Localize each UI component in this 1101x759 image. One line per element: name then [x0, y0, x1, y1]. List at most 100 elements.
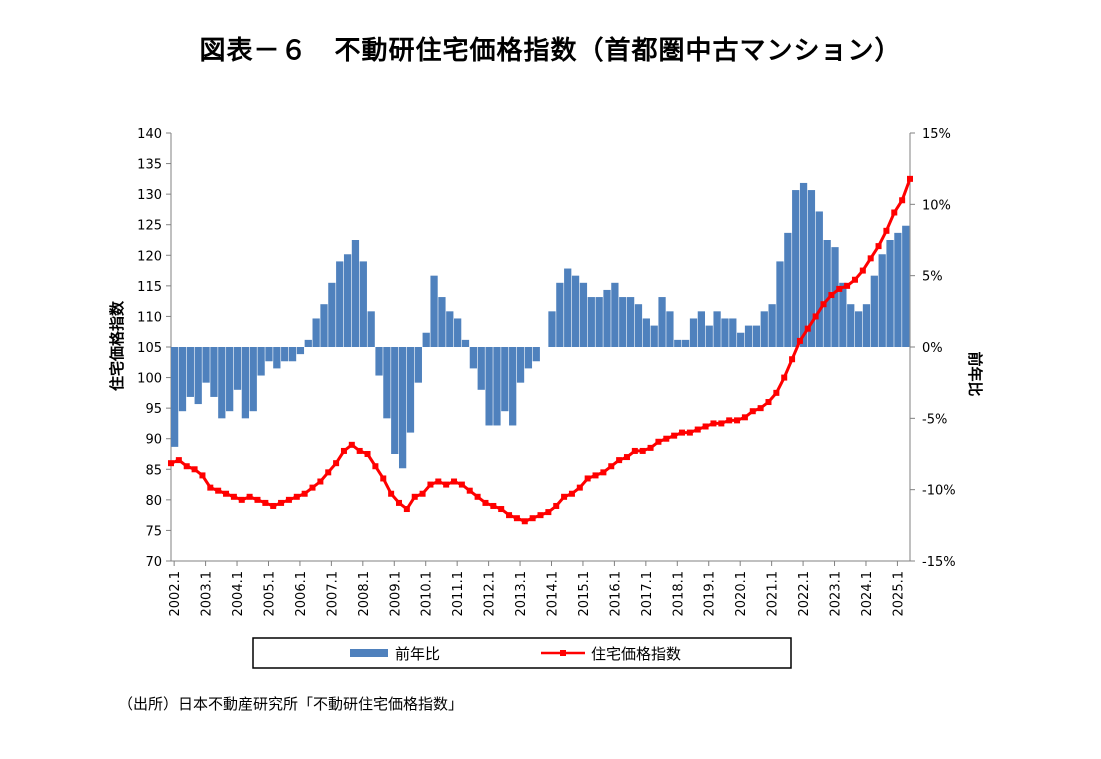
- bar-yoy: [792, 190, 800, 347]
- line-marker: [451, 478, 458, 485]
- bar-yoy: [375, 347, 383, 376]
- line-marker: [395, 499, 402, 506]
- line-marker: [844, 282, 851, 289]
- line-marker: [293, 493, 300, 500]
- legend: 前年比 住宅価格指数: [252, 637, 792, 669]
- bar-yoy: [178, 347, 187, 412]
- bar-yoy: [343, 254, 352, 347]
- line-marker: [553, 502, 560, 509]
- line-marker: [679, 429, 686, 436]
- bar-yoy: [768, 304, 776, 347]
- line-marker: [686, 429, 693, 436]
- line-marker: [207, 484, 214, 491]
- line-marker: [506, 512, 513, 519]
- bar-yoy: [438, 297, 446, 347]
- line-marker: [356, 447, 363, 454]
- line-marker: [388, 490, 395, 497]
- line-marker: [309, 484, 316, 491]
- y-left-tick-label: 110: [137, 310, 162, 325]
- legend-label-bars: 前年比: [395, 645, 440, 663]
- line-marker: [702, 423, 709, 430]
- bar-yoy: [658, 297, 666, 347]
- line-marker: [851, 276, 858, 283]
- y-left-tick-label: 90: [145, 433, 162, 448]
- line-marker: [254, 496, 261, 503]
- line-marker: [215, 487, 222, 494]
- bar-yoy: [336, 261, 344, 347]
- bar-yoy: [391, 347, 399, 454]
- bar-yoy: [241, 347, 250, 419]
- line-marker: [364, 451, 371, 457]
- bar-yoy: [516, 347, 525, 383]
- bar-yoy: [894, 232, 902, 347]
- line-marker: [789, 356, 796, 363]
- line-marker: [568, 490, 575, 497]
- bar-yoy: [831, 247, 839, 347]
- bar-yoy: [202, 347, 210, 383]
- legend-bar-swatch: [350, 649, 388, 657]
- line-marker: [867, 255, 874, 262]
- bar-yoy: [603, 289, 611, 347]
- bar-yoy: [705, 325, 713, 347]
- bar-yoy: [296, 347, 305, 355]
- x-tick-label: 2002.1: [168, 571, 183, 617]
- bar-yoy: [847, 304, 855, 347]
- line-marker: [325, 469, 332, 476]
- x-tick-label: 2017.1: [640, 571, 655, 617]
- bar-yoy: [532, 347, 540, 362]
- bar-yoy: [524, 347, 533, 369]
- y-left-tick-label: 125: [137, 219, 162, 234]
- line-marker: [671, 432, 678, 439]
- bar-yoy: [249, 347, 257, 412]
- line-marker: [592, 472, 599, 479]
- line-marker: [238, 496, 245, 503]
- line-marker: [537, 512, 544, 519]
- line-marker: [340, 447, 347, 454]
- bar-yoy: [233, 347, 242, 390]
- y-right-tick-label: -15%: [922, 555, 956, 570]
- line-marker: [883, 227, 890, 234]
- bar-yoy: [469, 347, 478, 369]
- bar-yoy: [257, 347, 265, 376]
- bar-yoy: [799, 182, 808, 347]
- line-marker: [734, 417, 741, 424]
- line-marker: [285, 496, 292, 503]
- source-note: （出所）日本不動産研究所「不動研住宅価格指数」: [118, 695, 464, 713]
- x-tick-label: 2007.1: [325, 571, 340, 617]
- bar-yoy: [674, 339, 682, 347]
- bar-yoy: [737, 332, 745, 347]
- bar-yoy: [210, 347, 218, 397]
- line-marker: [608, 463, 615, 470]
- line-marker: [380, 475, 387, 482]
- bar-yoy: [571, 275, 580, 347]
- x-tick-label: 2015.1: [577, 571, 592, 617]
- bar-yoy: [682, 339, 690, 347]
- line-marker: [804, 325, 811, 332]
- bar-yoy: [776, 261, 784, 347]
- bar-yoy: [823, 240, 831, 347]
- y-axis-left-label: 住宅価格指数: [108, 300, 126, 391]
- bar-yoy: [587, 297, 595, 347]
- line-marker: [521, 518, 528, 525]
- line-marker: [490, 502, 497, 509]
- line-marker: [246, 493, 253, 500]
- bar-yoy: [815, 211, 823, 347]
- bar-yoy: [564, 268, 572, 347]
- line-marker: [175, 457, 182, 464]
- y-left-tick-label: 120: [137, 249, 162, 264]
- bar-yoy: [721, 318, 729, 347]
- line-marker: [749, 408, 756, 415]
- x-tick-label: 2021.1: [766, 571, 781, 617]
- bar-yoy: [312, 318, 320, 347]
- line-marker: [474, 493, 481, 500]
- bar-yoy: [556, 282, 564, 347]
- line-marker: [859, 267, 866, 274]
- bar-yoy: [320, 304, 328, 347]
- y-left-tick-label: 95: [145, 402, 162, 417]
- line-marker: [513, 515, 520, 522]
- bar-yoy: [328, 282, 336, 347]
- line-marker: [639, 447, 646, 454]
- line-marker: [230, 493, 237, 500]
- y-left-tick-label: 70: [145, 555, 162, 570]
- line-marker: [561, 493, 568, 500]
